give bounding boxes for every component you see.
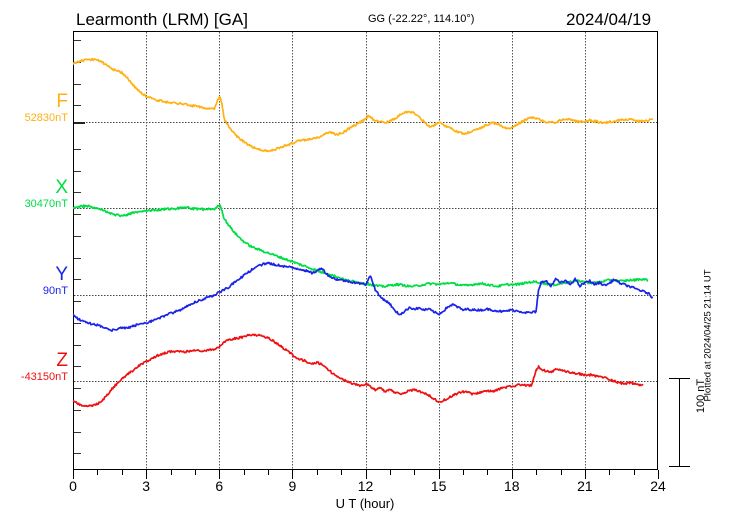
y-tick-minor [74, 149, 81, 150]
y-tick-minor [74, 301, 81, 302]
y-tick-minor [74, 171, 81, 172]
header-divider [73, 31, 658, 32]
plot-right-spine [657, 31, 658, 470]
observation-date: 2024/04/19 [566, 10, 652, 29]
y-tick-minor [74, 453, 81, 454]
vertical-gridline [585, 32, 586, 469]
x-tick-major [366, 470, 367, 479]
x-tick-minor [122, 470, 123, 475]
scale-bar-cap-bottom [669, 466, 690, 467]
x-tick-major [219, 470, 220, 479]
plotted-at-timestamp: Plotted at 2024/04/25 21:14 UT [702, 269, 714, 402]
y-tick-minor [74, 214, 81, 215]
x-tick-minor [463, 470, 464, 475]
component-baseline-x: 30470nT [24, 198, 68, 210]
x-tick-minor [244, 470, 245, 475]
trace-canvas [73, 58, 654, 408]
component-baseline-f: 52830nT [24, 112, 68, 124]
x-tick-minor [195, 470, 196, 475]
component-baseline-y: 90nT [42, 285, 68, 297]
x-tick-major [512, 470, 513, 479]
y-tick-minor [74, 192, 81, 193]
x-axis-title: U T (hour) [335, 496, 395, 511]
x-tick-label: 12 [357, 478, 374, 494]
vertical-gridline [292, 32, 293, 469]
geographic-coordinates: GG (-22.22°, 114.10°) [368, 13, 475, 25]
y-tick-minor [74, 388, 81, 389]
x-tick-label: 3 [142, 478, 151, 494]
x-tick-label: 0 [69, 478, 77, 494]
x-tick-label: 9 [288, 478, 297, 494]
scale-bar-cap-top [669, 378, 690, 379]
x-tick-minor [390, 470, 391, 475]
y-tick-minor [74, 40, 81, 41]
y-tick-major [74, 122, 85, 124]
x-tick-minor [317, 470, 318, 475]
baseline-gridline-z [74, 381, 657, 382]
y-tick-minor [74, 410, 81, 411]
x-tick-major [439, 470, 440, 479]
y-tick-minor [74, 345, 81, 346]
x-tick-minor [609, 470, 610, 475]
baseline-gridline-x [74, 208, 657, 209]
scale-bar-line [679, 378, 680, 466]
x-tick-major [585, 470, 586, 479]
x-tick-major [292, 470, 293, 479]
y-tick-minor [74, 236, 81, 237]
y-tick-minor [74, 323, 81, 324]
component-letter-f: F [56, 91, 68, 112]
component-letter-x: X [55, 177, 68, 198]
y-tick-minor [74, 258, 81, 259]
x-tick-minor [171, 470, 172, 475]
y-tick-minor [74, 84, 81, 85]
vertical-gridline [439, 32, 440, 469]
y-tick-minor [74, 279, 81, 280]
vertical-gridline [366, 32, 367, 469]
x-tick-minor [341, 470, 342, 475]
x-tick-minor [97, 470, 98, 475]
x-tick-label: 18 [503, 478, 520, 494]
x-tick-minor [268, 470, 269, 475]
x-tick-major [146, 470, 147, 479]
x-tick-minor [487, 470, 488, 475]
vertical-gridline [219, 32, 220, 469]
x-tick-label: 24 [650, 478, 666, 494]
x-tick-label: 21 [577, 478, 593, 494]
trace-f [73, 58, 654, 153]
x-tick-label: 15 [430, 478, 447, 494]
baseline-gridline-f [74, 122, 657, 123]
y-tick-minor [74, 432, 81, 433]
page-title: Learmonth (LRM) [GA] [76, 10, 248, 29]
vertical-gridline [146, 32, 147, 469]
component-letter-z: Z [56, 350, 68, 371]
x-tick-major [658, 470, 659, 479]
baseline-gridline-y [74, 295, 657, 296]
trace-y [73, 261, 654, 332]
x-tick-minor [561, 470, 562, 475]
x-tick-minor [634, 470, 635, 475]
plot-frame [73, 31, 658, 470]
y-tick-minor [74, 105, 81, 106]
x-tick-minor [536, 470, 537, 475]
y-tick-minor [74, 366, 81, 367]
x-tick-major [73, 470, 74, 479]
trace-x [73, 204, 649, 288]
vertical-gridline [512, 32, 513, 469]
trace-z [73, 333, 644, 408]
x-tick-minor [414, 470, 415, 475]
component-letter-y: Y [55, 264, 68, 285]
component-baseline-z: -43150nT [20, 371, 68, 383]
x-tick-label: 6 [215, 478, 224, 494]
